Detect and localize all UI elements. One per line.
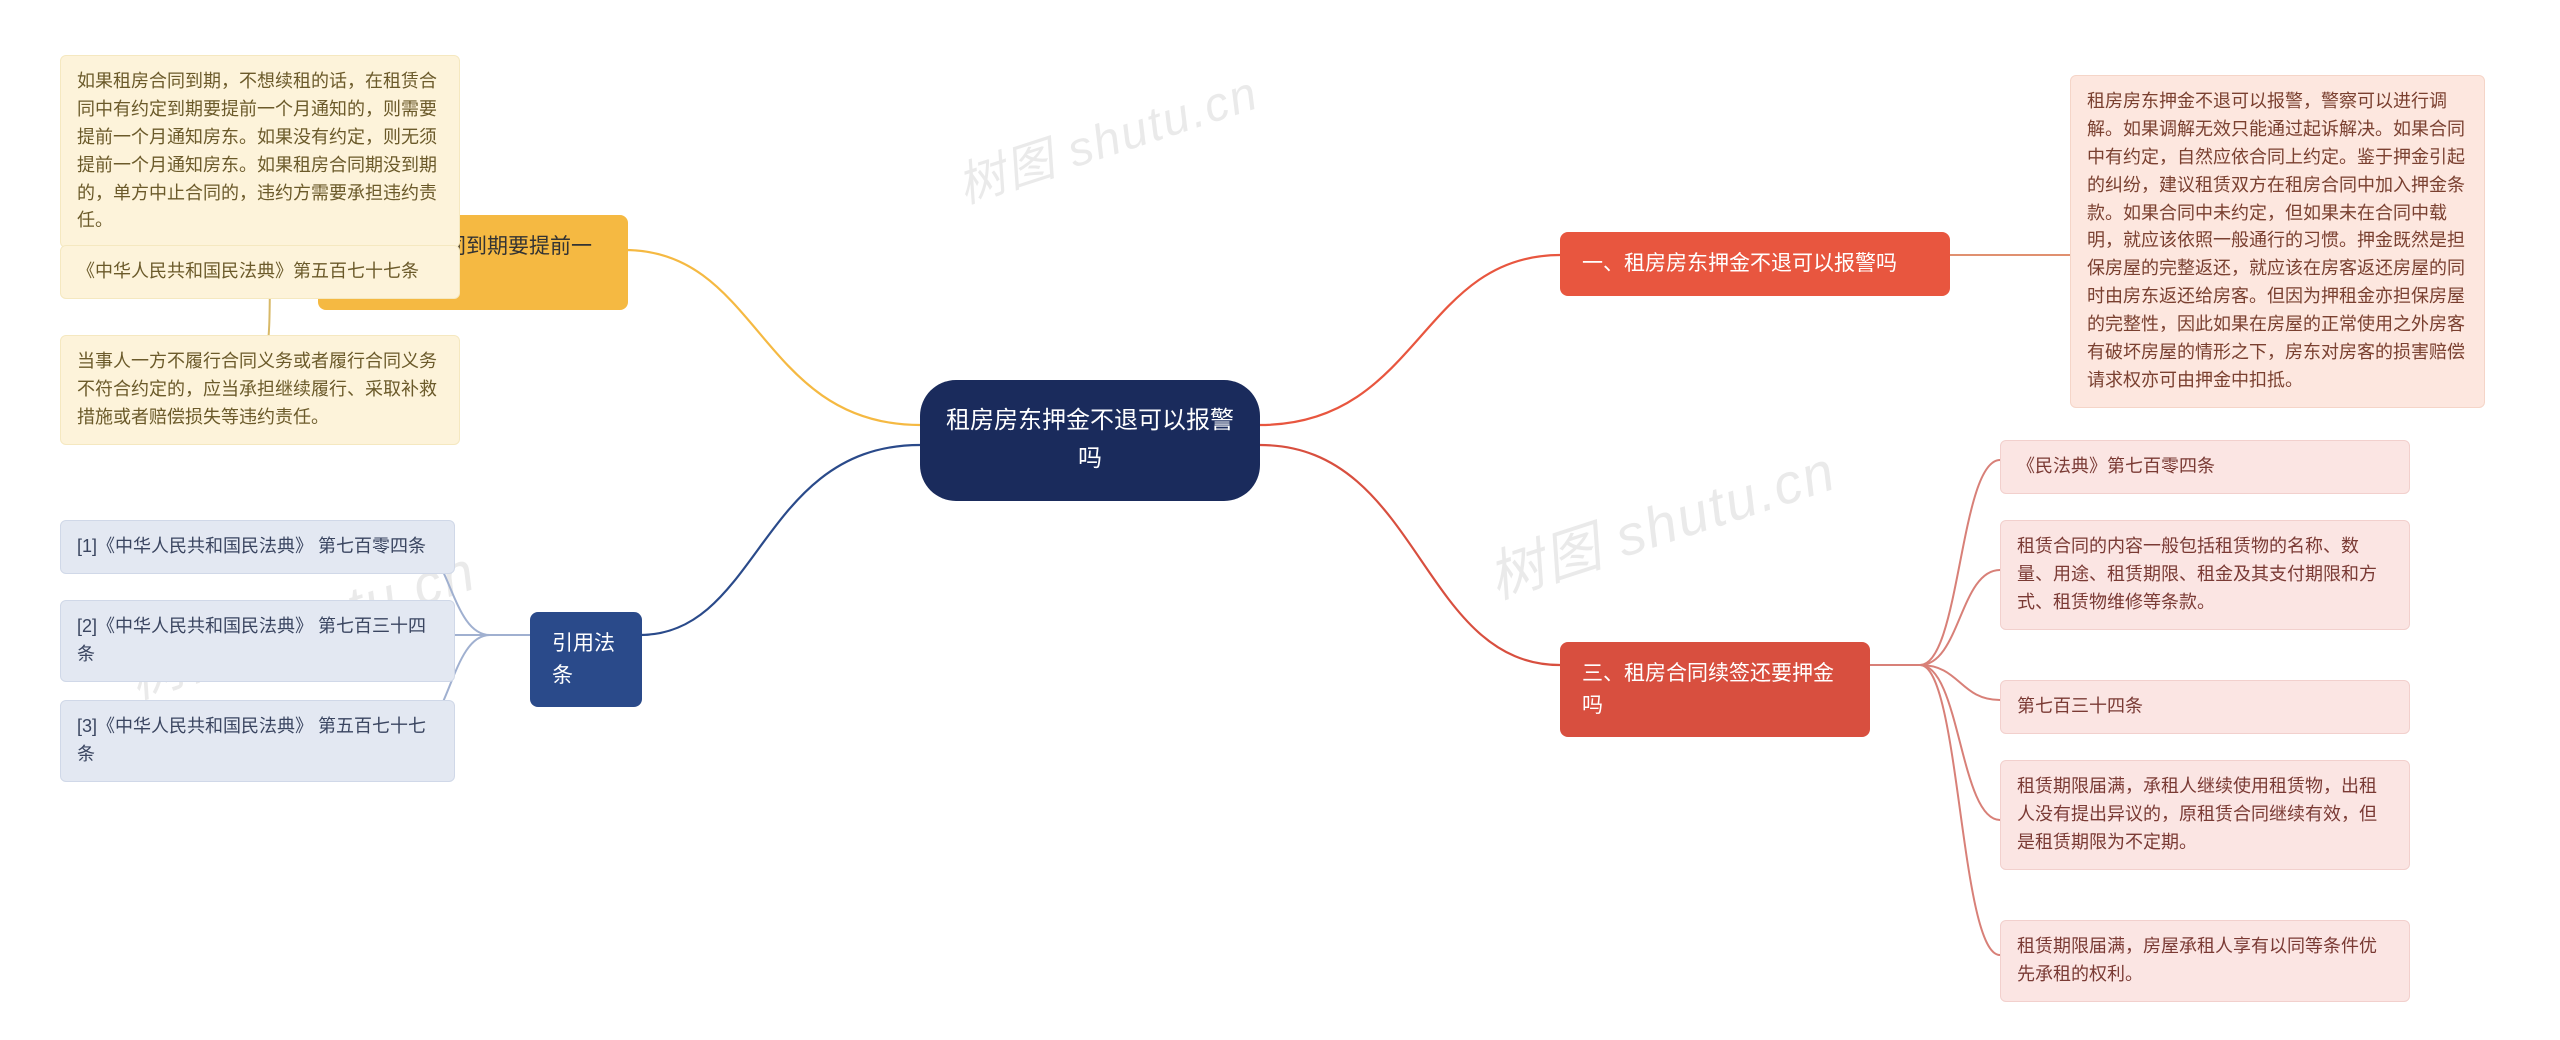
branch-3-leaf-1: 租赁合同的内容一般包括租赁物的名称、数量、用途、租赁期限、租金及其支付期限和方式…: [2000, 520, 2410, 630]
branch-2-leaf-2: 当事人一方不履行合同义务或者履行合同义务不符合约定的，应当承担继续履行、采取补救…: [60, 335, 460, 445]
leaf-text: 第七百三十四条: [2017, 696, 2143, 716]
branch-4-label: 引用法条: [552, 632, 615, 687]
watermark: 树图 shutu.cn: [947, 53, 1266, 216]
center-topic-text: 租房房东押金不退可以报警吗: [946, 407, 1234, 472]
leaf-text: 租房房东押金不退可以报警，警察可以进行调解。如果调解无效只能通过起诉解决。如果合…: [2087, 91, 2465, 390]
leaf-text: 《民法典》第七百零四条: [2017, 456, 2215, 476]
branch-3-label: 三、租房合同续签还要押金吗: [1582, 662, 1834, 717]
branch-1[interactable]: 一、租房房东押金不退可以报警吗: [1560, 232, 1950, 296]
branch-4[interactable]: 引用法条: [530, 612, 642, 707]
branch-3-leaf-3: 租赁期限届满，承租人继续使用租赁物，出租人没有提出异议的，原租赁合同继续有效，但…: [2000, 760, 2410, 870]
branch-4-leaf-2: [3]《中华人民共和国民法典》 第五百七十七条: [60, 700, 455, 782]
branch-3-leaf-4: 租赁期限届满，房屋承租人享有以同等条件优先承租的权利。: [2000, 920, 2410, 1002]
branch-4-leaf-1: [2]《中华人民共和国民法典》 第七百三十四条: [60, 600, 455, 682]
leaf-text: 如果租房合同到期，不想续租的话，在租赁合同中有约定到期要提前一个月通知的，则需要…: [77, 71, 437, 230]
branch-4-leaf-0: [1]《中华人民共和国民法典》 第七百零四条: [60, 520, 455, 574]
leaf-text: 租赁期限届满，房屋承租人享有以同等条件优先承租的权利。: [2017, 936, 2377, 984]
leaf-text: 租赁合同的内容一般包括租赁物的名称、数量、用途、租赁期限、租金及其支付期限和方式…: [2017, 536, 2377, 612]
center-topic[interactable]: 租房房东押金不退可以报警吗: [920, 380, 1260, 501]
watermark: 树图 shutu.cn: [1476, 426, 1845, 615]
leaf-text: [2]《中华人民共和国民法典》 第七百三十四条: [77, 616, 426, 664]
leaf-text: [3]《中华人民共和国民法典》 第五百七十七条: [77, 716, 426, 764]
leaf-text: 当事人一方不履行合同义务或者履行合同义务不符合约定的，应当承担继续履行、采取补救…: [77, 351, 437, 427]
branch-3-leaf-2: 第七百三十四条: [2000, 680, 2410, 734]
branch-1-leaf-0: 租房房东押金不退可以报警，警察可以进行调解。如果调解无效只能通过起诉解决。如果合…: [2070, 75, 2485, 408]
branch-2-leaf-0: 如果租房合同到期，不想续租的话，在租赁合同中有约定到期要提前一个月通知的，则需要…: [60, 55, 460, 248]
branch-2-leaf-1: 《中华人民共和国民法典》第五百七十七条: [60, 245, 460, 299]
leaf-text: 《中华人民共和国民法典》第五百七十七条: [77, 261, 419, 281]
branch-3[interactable]: 三、租房合同续签还要押金吗: [1560, 642, 1870, 737]
leaf-text: 租赁期限届满，承租人继续使用租赁物，出租人没有提出异议的，原租赁合同继续有效，但…: [2017, 776, 2377, 852]
leaf-text: [1]《中华人民共和国民法典》 第七百零四条: [77, 536, 426, 556]
branch-1-label: 一、租房房东押金不退可以报警吗: [1582, 252, 1897, 275]
branch-3-leaf-0: 《民法典》第七百零四条: [2000, 440, 2410, 494]
